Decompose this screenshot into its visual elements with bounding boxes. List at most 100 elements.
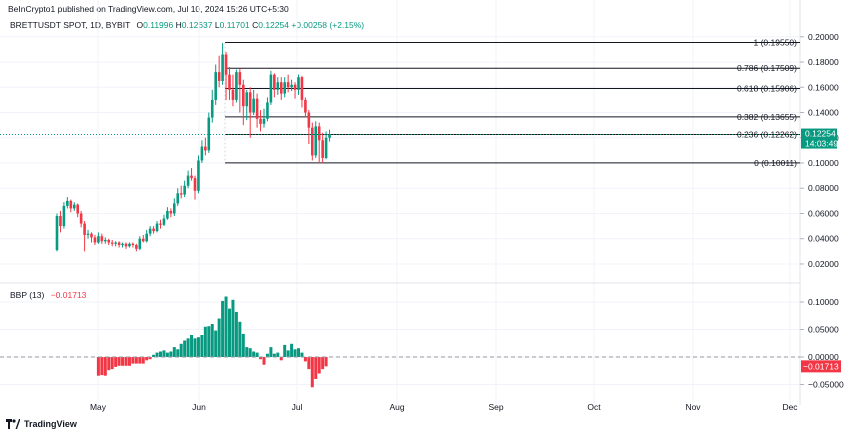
candle-body <box>307 112 311 128</box>
time-tick-label: Sep <box>488 402 503 412</box>
price-tick-label: 0.04000 <box>808 234 839 244</box>
bbp-bar <box>221 300 225 357</box>
candle-body <box>286 82 290 88</box>
open-value: 0.11996 <box>143 20 174 30</box>
main-legend: BRETTUSDT SPOT, 1D, BYBIT O0.11996 H0.12… <box>10 20 364 30</box>
open-label: O <box>136 20 144 30</box>
candle-body <box>62 205 66 227</box>
high-value: 0.12637 <box>181 20 213 30</box>
time-tick-label: Oct <box>587 402 601 412</box>
bbp-bar <box>148 357 152 360</box>
bbp-bar <box>200 335 204 357</box>
bbp-bar <box>110 357 114 370</box>
candle-body <box>290 84 293 88</box>
candle-body <box>135 245 138 249</box>
candle-body <box>121 243 124 246</box>
candle-body <box>76 204 79 214</box>
time-tick-label: Dec <box>782 402 798 412</box>
candle-body <box>55 216 59 251</box>
grid-lines <box>0 0 800 405</box>
candle-body <box>155 223 159 232</box>
bbp-bar <box>286 350 290 357</box>
time-axis[interactable]: May Jun Jul Aug Sep Oct Nov Dec <box>90 402 798 412</box>
bbp-bar <box>283 344 287 357</box>
bbp-bar <box>276 352 280 357</box>
candle-body <box>152 228 155 232</box>
fibonacci-levels: 1 (0.19550) 0.786 (0.17509) 0.618 (0.15906… <box>224 37 800 168</box>
bbp-bar <box>255 352 259 357</box>
time-tick-label: Nov <box>685 402 701 412</box>
candle-body <box>90 233 93 238</box>
candle-body <box>279 82 283 94</box>
bbp-value: −0.01713 <box>50 290 87 300</box>
price-axis[interactable]: 0.200000.180000.160000.140000.120000.100… <box>800 32 839 269</box>
candle-body <box>317 126 321 141</box>
candle-body <box>197 160 200 191</box>
candle-body <box>138 238 142 249</box>
candle-body <box>176 193 180 204</box>
tradingview-brand: TradingView <box>24 419 77 429</box>
candle-body <box>273 74 276 90</box>
candle-body <box>110 242 114 244</box>
low-label: L <box>214 20 220 30</box>
change-value: +0.00258 (+2.15%) <box>291 20 365 30</box>
bbp-bar <box>234 311 238 357</box>
price-tick-label: 0.14000 <box>808 108 839 118</box>
candle-body <box>114 242 117 244</box>
bbp-name[interactable]: BBP (13) <box>10 290 45 300</box>
candle-body <box>210 99 214 118</box>
bbp-bar <box>217 318 221 357</box>
bbp-bar <box>269 347 273 357</box>
candle-body <box>248 92 252 113</box>
bbp-bar <box>203 326 207 357</box>
candle-body <box>266 102 269 119</box>
candle-body <box>200 146 204 161</box>
bbp-bar <box>152 354 156 357</box>
bbp-bar <box>259 357 263 360</box>
tradingview-footer[interactable]: TradingView <box>6 419 77 429</box>
candle-body <box>311 127 314 156</box>
bbp-bar <box>265 353 269 357</box>
candle-body <box>238 72 242 85</box>
bbp-bar <box>241 333 245 357</box>
bbp-legend: BBP (13) −0.01713 <box>10 290 86 300</box>
candle-body <box>293 84 297 90</box>
candle-body <box>224 54 228 75</box>
candle-body <box>328 134 331 138</box>
bbp-bar <box>272 353 276 357</box>
candle-body <box>131 243 135 246</box>
candle-body <box>207 117 211 151</box>
bbp-bar <box>141 357 145 364</box>
candle-body <box>179 193 183 195</box>
bbp-bar <box>183 340 187 357</box>
candle-body <box>204 146 207 151</box>
candle-body <box>186 175 190 186</box>
bbp-badge-value: −0.01713 <box>803 361 839 371</box>
candle-body <box>148 228 152 234</box>
bbp-bar <box>196 337 200 357</box>
candle-body <box>262 118 266 124</box>
bbp-bar <box>293 349 297 357</box>
candle-body <box>217 72 221 81</box>
candle-body <box>269 74 273 103</box>
candle-body <box>190 175 193 179</box>
bbp-axis[interactable]: 0.10000 0.05000 0.00000 −0.05000 <box>800 297 844 390</box>
bbp-bar <box>248 348 252 357</box>
candle-body <box>107 239 111 243</box>
bbp-bar <box>107 357 111 371</box>
candle-body <box>86 233 90 235</box>
fib-level-label: 1 (0.19550) <box>754 37 798 47</box>
bbp-bar <box>103 357 107 376</box>
published-info: BeInCrypto1 published on TradingView.com… <box>8 4 289 14</box>
candle-body <box>59 216 62 227</box>
bbp-tick-label: 0.05000 <box>808 325 839 335</box>
bbp-bar <box>176 349 180 357</box>
candle-body <box>297 77 300 90</box>
tradingview-logo-icon <box>6 419 21 429</box>
candle-body <box>228 74 231 90</box>
bbp-bar <box>224 296 228 357</box>
symbol-label[interactable]: BRETTUSDT SPOT, 1D, BYBIT <box>10 20 131 30</box>
candle-body <box>252 98 255 113</box>
bbp-bar <box>252 351 256 357</box>
